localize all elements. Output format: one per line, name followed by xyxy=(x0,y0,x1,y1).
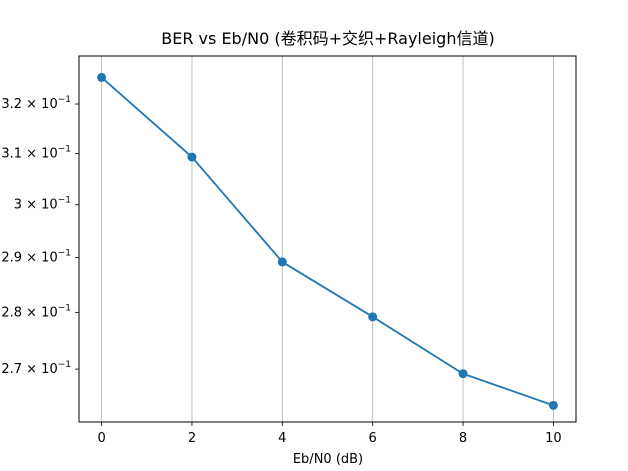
chart-title: BER vs Eb/N0 (卷积码+交织+Rayleigh信道) xyxy=(161,29,494,48)
x-tick-label: 0 xyxy=(97,431,105,446)
y-tick-label: 2.8 × 10−1 xyxy=(1,303,71,320)
x-tick-label: 8 xyxy=(459,431,467,446)
data-point xyxy=(277,257,287,267)
grid-lines xyxy=(101,56,554,422)
x-tick-label: 2 xyxy=(188,431,196,446)
series-line xyxy=(100,76,554,407)
y-tick-label: 3.2 × 10−1 xyxy=(1,95,71,112)
y-axis-ticks: 2.7 × 10−1 2.8 × 10−1 2.9 × 10−1 3 × 10−1 3.… xyxy=(1,95,79,377)
x-tick-label: 6 xyxy=(369,431,377,446)
data-point xyxy=(458,369,468,379)
y-tick-label: 2.9 × 10−1 xyxy=(1,249,71,266)
y-tick-label: 3.1 × 10−1 xyxy=(1,145,71,162)
data-point xyxy=(97,72,107,82)
data-point xyxy=(187,152,197,162)
x-axis-ticks: 0 2 4 6 8 10 xyxy=(97,422,562,446)
x-tick-label: 4 xyxy=(278,431,286,446)
series-layer xyxy=(97,72,558,410)
data-point xyxy=(368,312,378,322)
x-tick-label: 10 xyxy=(545,431,562,446)
x-axis-label: Eb/N0 (dB) xyxy=(293,452,363,467)
data-point xyxy=(548,400,558,410)
y-tick-label: 2.7 × 10−1 xyxy=(1,360,71,377)
y-tick-label: 3 × 10−1 xyxy=(14,196,71,213)
plot-area-frame xyxy=(78,55,577,423)
